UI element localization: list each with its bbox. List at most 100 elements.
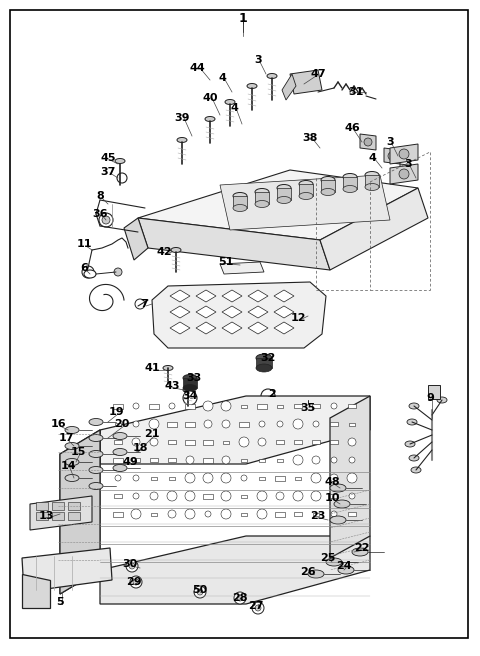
Bar: [151, 513, 157, 516]
Circle shape: [133, 421, 139, 427]
Polygon shape: [320, 188, 428, 270]
Circle shape: [293, 491, 303, 501]
Polygon shape: [138, 218, 330, 270]
Polygon shape: [343, 177, 357, 189]
Text: 21: 21: [144, 429, 160, 439]
Ellipse shape: [65, 443, 79, 449]
Circle shape: [135, 299, 145, 309]
Circle shape: [102, 216, 110, 224]
Polygon shape: [274, 290, 294, 302]
Text: 4: 4: [218, 73, 226, 83]
Ellipse shape: [183, 388, 193, 392]
Ellipse shape: [183, 384, 197, 392]
Circle shape: [204, 420, 212, 428]
Polygon shape: [400, 164, 416, 180]
Ellipse shape: [338, 566, 354, 574]
Text: 48: 48: [324, 477, 340, 487]
Bar: [151, 477, 157, 480]
Polygon shape: [233, 196, 247, 208]
Polygon shape: [321, 180, 335, 192]
Polygon shape: [277, 188, 291, 200]
Polygon shape: [248, 290, 268, 302]
Text: 11: 11: [76, 239, 92, 249]
Polygon shape: [170, 322, 190, 334]
Text: 14: 14: [60, 461, 76, 471]
Circle shape: [133, 579, 139, 585]
Ellipse shape: [334, 500, 350, 508]
Text: 28: 28: [232, 593, 248, 603]
Polygon shape: [274, 322, 294, 334]
Bar: [312, 404, 320, 408]
Text: 10: 10: [324, 493, 340, 503]
Ellipse shape: [256, 364, 272, 372]
Ellipse shape: [277, 184, 291, 192]
Bar: [259, 459, 265, 462]
Ellipse shape: [113, 449, 127, 455]
Bar: [312, 440, 320, 444]
Polygon shape: [255, 192, 269, 204]
Circle shape: [404, 168, 412, 176]
Circle shape: [187, 395, 193, 401]
Text: 3: 3: [254, 55, 262, 65]
Polygon shape: [222, 290, 242, 302]
Circle shape: [399, 169, 409, 179]
Ellipse shape: [89, 434, 103, 441]
Bar: [275, 476, 285, 481]
Text: 38: 38: [302, 133, 318, 143]
Bar: [277, 405, 283, 408]
Ellipse shape: [365, 171, 379, 178]
Ellipse shape: [407, 419, 417, 425]
Polygon shape: [360, 134, 376, 150]
Bar: [348, 404, 356, 408]
Bar: [36, 502, 48, 510]
Polygon shape: [124, 218, 148, 260]
Ellipse shape: [256, 354, 272, 362]
Ellipse shape: [343, 186, 357, 192]
Polygon shape: [152, 282, 326, 348]
Bar: [168, 458, 176, 462]
Ellipse shape: [330, 484, 346, 492]
Circle shape: [399, 149, 409, 159]
Bar: [185, 422, 195, 427]
Ellipse shape: [233, 205, 247, 211]
Text: 1: 1: [239, 12, 247, 24]
Bar: [241, 513, 247, 516]
Polygon shape: [274, 306, 294, 318]
Circle shape: [349, 493, 355, 499]
Bar: [203, 494, 213, 499]
Circle shape: [133, 475, 139, 481]
Bar: [223, 441, 229, 444]
Bar: [239, 422, 249, 427]
Ellipse shape: [89, 419, 103, 426]
Bar: [257, 404, 267, 409]
Text: 24: 24: [336, 561, 352, 571]
Circle shape: [205, 511, 211, 517]
Circle shape: [185, 509, 195, 519]
Text: 42: 42: [156, 247, 172, 257]
Polygon shape: [330, 396, 370, 558]
Bar: [114, 494, 122, 498]
Bar: [241, 459, 247, 462]
Text: 6: 6: [80, 263, 88, 273]
Polygon shape: [248, 322, 268, 334]
Ellipse shape: [409, 455, 419, 461]
Circle shape: [302, 404, 314, 416]
Text: 40: 40: [202, 93, 218, 103]
Circle shape: [167, 491, 177, 501]
Circle shape: [239, 437, 249, 447]
Text: 45: 45: [100, 153, 116, 163]
Circle shape: [348, 438, 356, 446]
Circle shape: [132, 438, 140, 446]
Bar: [185, 404, 195, 409]
Ellipse shape: [247, 83, 257, 89]
Circle shape: [130, 576, 142, 588]
Ellipse shape: [89, 466, 103, 474]
Ellipse shape: [326, 558, 342, 566]
Bar: [114, 440, 122, 444]
Polygon shape: [138, 170, 418, 240]
Polygon shape: [183, 378, 197, 388]
Text: 8: 8: [96, 191, 104, 201]
Ellipse shape: [84, 270, 96, 278]
Text: 49: 49: [122, 457, 138, 467]
Circle shape: [117, 173, 127, 183]
